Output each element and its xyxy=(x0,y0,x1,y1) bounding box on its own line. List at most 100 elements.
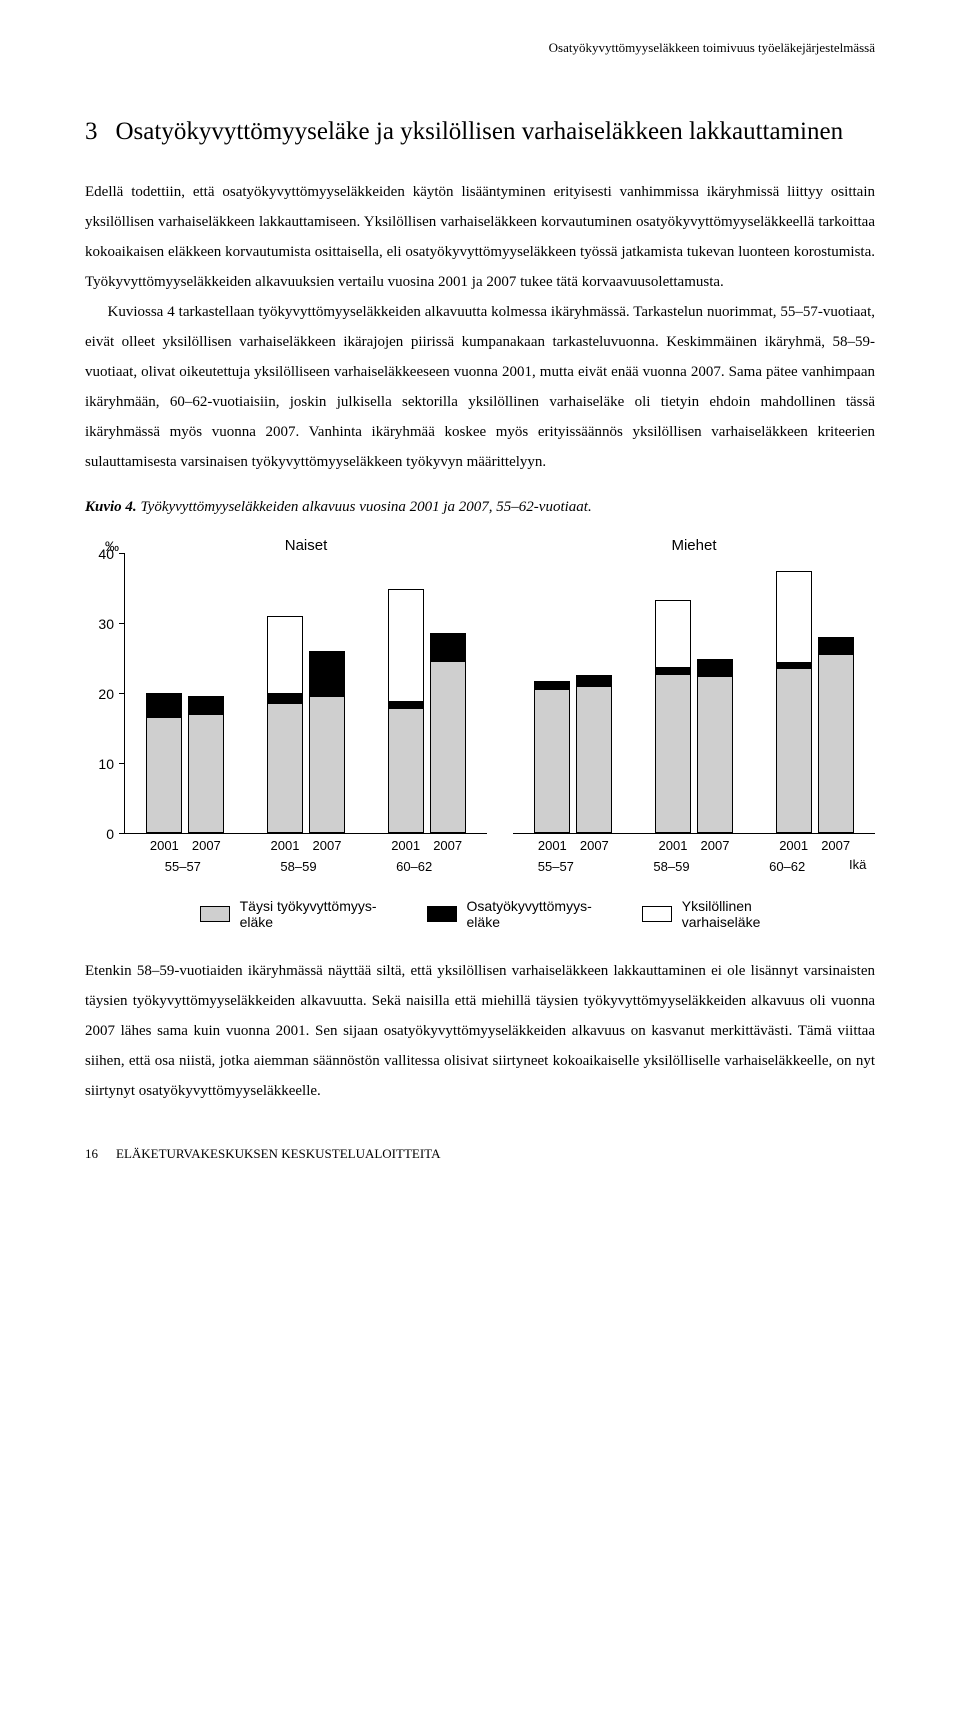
bar-segment-osa xyxy=(818,637,854,655)
x-year-label: 2001 xyxy=(534,838,570,853)
legend-swatch-taysi xyxy=(200,906,230,922)
legend-swatch-osa xyxy=(427,906,457,922)
plot-panel-right xyxy=(513,554,875,834)
bar-segment-osa xyxy=(309,651,345,697)
x-year-label: 2007 xyxy=(309,838,345,853)
stacked-bar xyxy=(188,696,224,833)
section-number: 3 xyxy=(85,116,98,149)
bar-segment-taysi xyxy=(818,654,854,833)
figure-caption: Kuvio 4. Työkyvyttömyyseläkkeiden alkavu… xyxy=(85,499,875,516)
ika-label: Ikä xyxy=(845,857,875,874)
bar-segment-taysi xyxy=(697,676,733,832)
bar-segment-yks xyxy=(655,600,691,667)
bar-segment-osa xyxy=(388,701,424,708)
paragraph-2: Kuviossa 4 tarkastellaan työkyvyttömyyse… xyxy=(85,297,875,477)
legend-label: varhaiseläke xyxy=(682,914,761,930)
chart-plot-area: 010203040 xyxy=(85,554,875,834)
footer-text: ELÄKETURVAKESKUKSEN KESKUSTELUALOITTEITA xyxy=(116,1146,440,1161)
x-year-label: 2007 xyxy=(697,838,733,853)
stacked-bar xyxy=(655,600,691,832)
stacked-bar xyxy=(576,675,612,833)
x-age-label: 55–57 xyxy=(125,859,241,874)
figure-caption-text: Työkyvyttömyyseläkkeiden alkavuus vuosin… xyxy=(140,499,591,515)
page-footer: 16 ELÄKETURVAKESKUKSEN KESKUSTELUALOITTEI… xyxy=(85,1146,875,1162)
legend-label: Osatyökyvyttömyys- xyxy=(467,898,592,914)
x-age-label: 58–59 xyxy=(241,859,357,874)
stacked-bar xyxy=(534,681,570,833)
legend-label: eläke xyxy=(240,914,273,930)
page-number: 16 xyxy=(85,1146,98,1162)
bar-segment-taysi xyxy=(576,686,612,833)
stacked-bar xyxy=(430,633,466,833)
x-year-label: 2007 xyxy=(430,838,466,853)
stacked-bar xyxy=(267,616,303,833)
y-axis: 010203040 xyxy=(85,554,125,834)
bar-segment-yks xyxy=(776,571,812,662)
legend-item-osa: Osatyökyvyttömyys-eläke xyxy=(427,898,592,930)
bar-segment-taysi xyxy=(309,696,345,833)
bar-group xyxy=(634,554,755,833)
stacked-bar xyxy=(309,651,345,833)
x-age-labels: 55–5758–5960–62 55–5758–5960–62 Ikä xyxy=(85,857,875,874)
x-age-label: 60–62 xyxy=(356,859,472,874)
bar-segment-osa xyxy=(188,696,224,714)
legend-item-taysi: Täysi työkyvyttömyys-eläke xyxy=(200,898,377,930)
bar-segment-osa xyxy=(430,633,466,661)
section-heading: 3 Osatyökyvyttömyyseläke ja yksilöllisen … xyxy=(85,116,875,149)
x-age-label: 58–59 xyxy=(614,859,730,874)
plot-panel-left xyxy=(125,554,487,834)
panel-title-right: Miehet xyxy=(513,537,875,554)
bar-segment-taysi xyxy=(534,689,570,833)
bar-segment-taysi xyxy=(146,717,182,833)
bar-segment-taysi xyxy=(388,708,424,833)
bar-group xyxy=(754,554,875,833)
x-year-label: 2001 xyxy=(267,838,303,853)
bar-segment-taysi xyxy=(655,674,691,833)
bar-segment-osa xyxy=(576,675,612,686)
x-year-label: 2001 xyxy=(146,838,182,853)
x-year-label: 2001 xyxy=(776,838,812,853)
x-age-label: 55–57 xyxy=(498,859,614,874)
x-age-label: 60–62 xyxy=(729,859,845,874)
bar-segment-osa xyxy=(534,681,570,689)
stacked-bar xyxy=(776,571,812,832)
post-paragraph: Etenkin 58–59-vuotiaiden ikäryhmässä näy… xyxy=(85,956,875,1106)
stacked-bar xyxy=(146,693,182,833)
running-header: Osatyökyvyttömyyseläkkeen toimivuus työe… xyxy=(85,40,875,56)
figure-label: Kuvio 4. xyxy=(85,499,137,515)
stacked-bar xyxy=(697,659,733,833)
legend-item-yks: Yksilöllinenvarhaiseläke xyxy=(642,898,761,930)
bar-segment-osa xyxy=(655,667,691,674)
bar-segment-yks xyxy=(388,589,424,701)
bar-group xyxy=(246,554,367,833)
x-year-label: 2007 xyxy=(576,838,612,853)
chart-header-row: ‰ Naiset Miehet xyxy=(85,530,875,554)
bar-segment-taysi xyxy=(267,703,303,833)
legend-swatch-yks xyxy=(642,906,672,922)
chart-legend: Täysi työkyvyttömyys-eläke Osatyökyvyttö… xyxy=(85,898,875,930)
bar-segment-taysi xyxy=(188,714,224,833)
legend-label: Yksilöllinen xyxy=(682,898,752,914)
stacked-bar xyxy=(388,589,424,833)
bar-segment-taysi xyxy=(776,668,812,833)
x-year-label: 2001 xyxy=(655,838,691,853)
bar-segment-osa xyxy=(697,659,733,677)
x-year-label: 2001 xyxy=(388,838,424,853)
legend-label: eläke xyxy=(467,914,500,930)
section-title-text: Osatyökyvyttömyyseläke ja yksilöllisen v… xyxy=(116,118,844,145)
x-year-label: 2007 xyxy=(188,838,224,853)
paragraph-1: Edellä todettiin, että osatyökyvyttömyys… xyxy=(85,177,875,297)
bar-group xyxy=(366,554,487,833)
bar-group xyxy=(125,554,246,833)
bar-segment-taysi xyxy=(430,661,466,833)
x-year-labels: 2001 2007 2001 2007 2001 2007 2001 2007 2001 200… xyxy=(85,838,875,853)
bar-segment-osa xyxy=(267,693,303,704)
x-year-label: 2007 xyxy=(818,838,854,853)
stacked-bar xyxy=(818,637,854,833)
bar-segment-yks xyxy=(267,616,303,693)
bar-segment-osa xyxy=(146,693,182,718)
bar-group xyxy=(513,554,634,833)
legend-label: Täysi työkyvyttömyys- xyxy=(240,898,377,914)
chart: ‰ Naiset Miehet 010203040 20012007200120… xyxy=(85,530,875,930)
panel-title-left: Naiset xyxy=(125,537,487,554)
